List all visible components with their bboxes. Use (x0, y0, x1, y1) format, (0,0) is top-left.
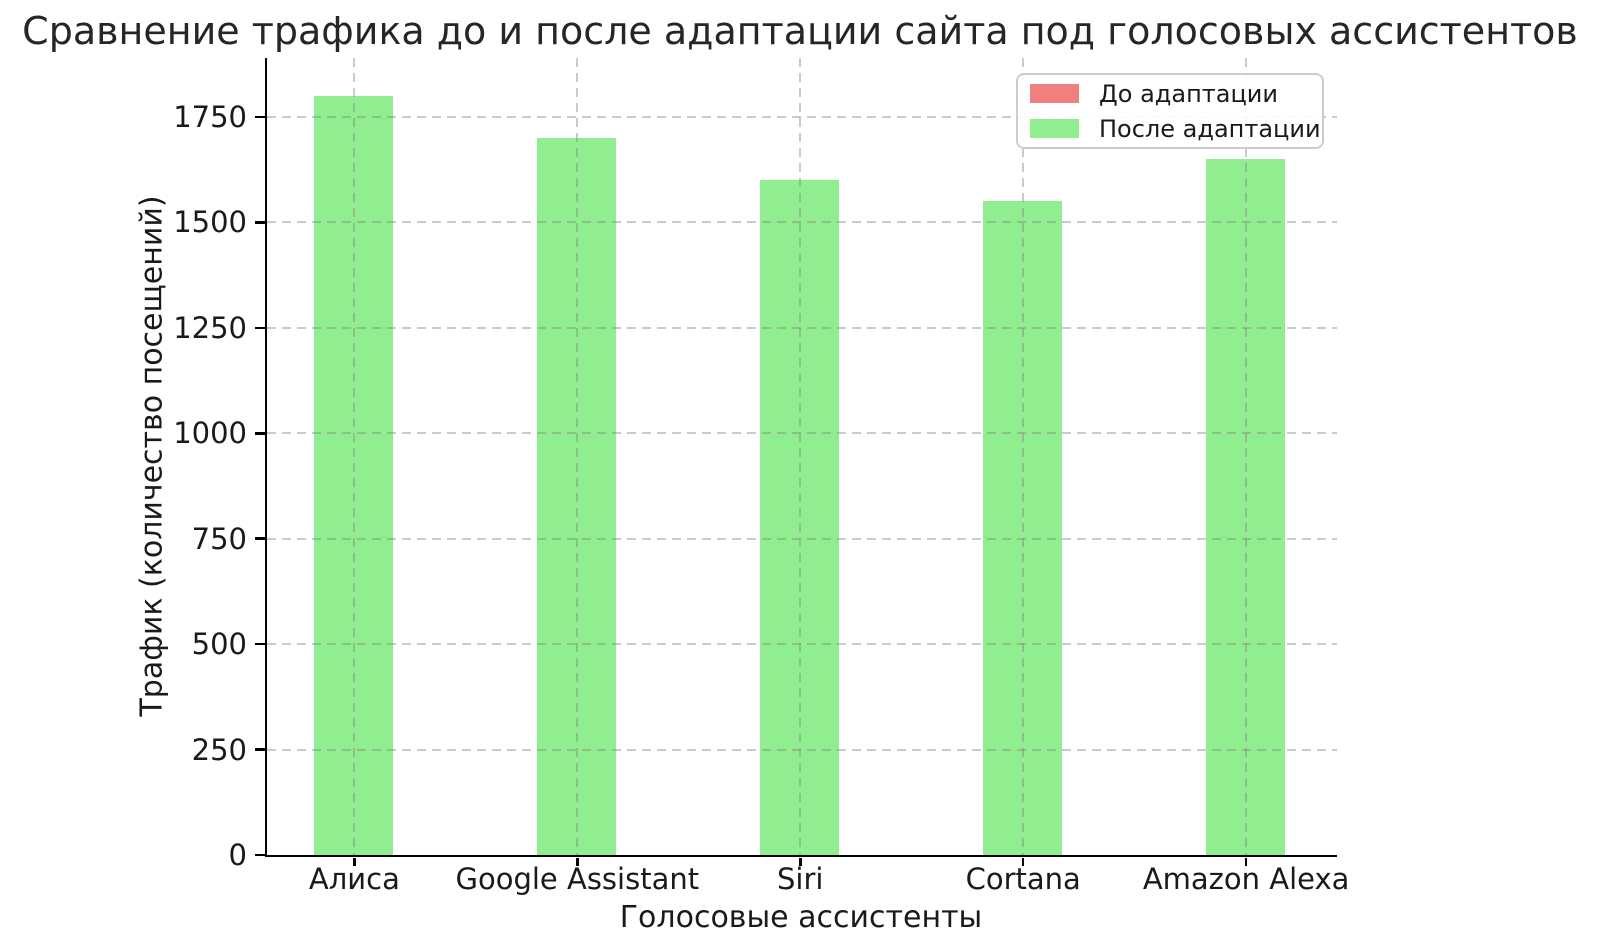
x-tick-label: Алиса (308, 862, 400, 896)
x-tick-mark (576, 857, 579, 866)
gridline-horizontal (267, 432, 1337, 435)
gridline-horizontal (267, 748, 1337, 751)
x-tick-mark (1021, 857, 1025, 866)
x-tick-mark (1244, 857, 1248, 866)
x-tick-label: Amazon Alexa (1142, 862, 1350, 896)
chart-title: Сравнение трафика до и после адаптации с… (22, 9, 1578, 53)
y-tick-label: 1000 (173, 416, 247, 451)
y-tick-mark (255, 115, 265, 119)
gridline-vertical (1021, 58, 1024, 855)
x-axis-label: Голосовые ассистенты (619, 900, 983, 935)
gridline-horizontal (267, 326, 1337, 329)
y-tick-mark (255, 221, 265, 224)
y-tick-mark (255, 642, 265, 646)
gridline-vertical (1244, 58, 1247, 855)
gridline-vertical (352, 58, 355, 855)
y-tick-label: 1250 (173, 310, 247, 345)
x-tick-label: Cortana (965, 862, 1081, 896)
bar (314, 95, 394, 855)
y-tick-label: 0 (228, 838, 247, 872)
y-tick-label: 1500 (173, 205, 247, 240)
bar (537, 138, 617, 855)
x-tick-mark (799, 857, 802, 866)
y-tick-mark (255, 748, 265, 751)
legend-label: После адаптации (1099, 114, 1321, 143)
x-tick-mark (353, 857, 356, 866)
y-tick-label: 500 (191, 627, 247, 662)
bar (1206, 159, 1286, 855)
bar (760, 180, 840, 855)
legend-swatch (1030, 119, 1079, 138)
x-tick-label: Siri (777, 862, 824, 896)
plot-area (265, 58, 1337, 857)
x-tick-label: Google Assistant (455, 862, 700, 896)
legend-swatch (1030, 84, 1079, 103)
bar (983, 201, 1063, 855)
legend: До адаптации После адаптации (1016, 73, 1324, 149)
gridline-horizontal (267, 221, 1337, 224)
y-tick-label: 250 (191, 732, 247, 767)
y-tick-mark (255, 537, 265, 540)
y-tick-label: 1750 (173, 100, 247, 135)
gridline-horizontal (267, 116, 1337, 119)
gridline-horizontal (267, 537, 1337, 540)
gridline-horizontal (267, 643, 1337, 646)
legend-label: До адаптации (1099, 79, 1278, 108)
y-tick-mark (255, 432, 265, 435)
y-tick-mark (255, 326, 265, 330)
gridline-vertical (575, 58, 578, 855)
legend-entry: После адаптации (1030, 116, 1321, 142)
gridline-vertical (798, 58, 801, 855)
plot-inner (267, 58, 1337, 855)
y-tick-mark (255, 853, 265, 857)
legend-entry: До адаптации (1030, 81, 1310, 107)
y-tick-label: 750 (191, 521, 247, 556)
